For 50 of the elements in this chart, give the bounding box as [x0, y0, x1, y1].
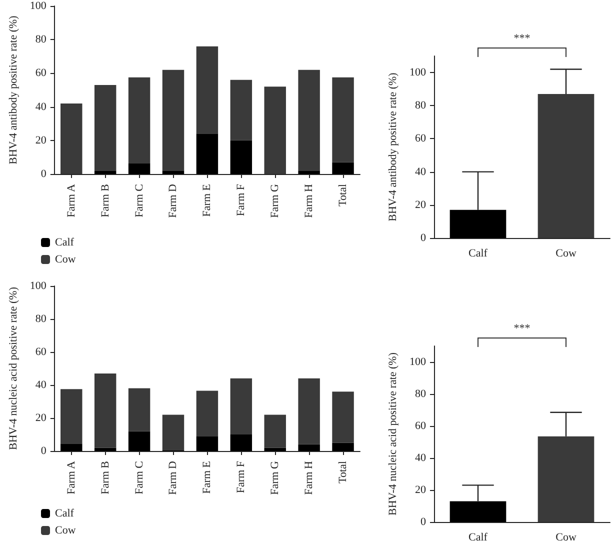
y-tick-label: 40 — [415, 166, 426, 178]
y-tick-label: 100 — [30, 0, 47, 12]
x-tick-label: Farm F — [235, 461, 248, 494]
x-tick-label: Farm G — [269, 184, 282, 218]
x-tick-label: Farm B — [99, 184, 112, 218]
y-tick-label: 0 — [40, 168, 47, 180]
text: *** — [514, 322, 530, 334]
x-tick-label: Farm D — [167, 184, 180, 218]
legend-label: Calf — [55, 236, 74, 248]
x-tick-label: Farm D — [167, 460, 180, 495]
legend-label: Calf — [55, 508, 74, 520]
y-axis-title: BHV-4 antibody positive rate (%) — [8, 15, 20, 164]
y-axis-title: BHV-4 antibody positive rate (%) — [387, 72, 400, 222]
y-tick-label: 60 — [35, 67, 47, 80]
y-tick-label: 100 — [410, 356, 426, 368]
y-tick-label: 20 — [35, 134, 47, 146]
y-tick-label: 40 — [415, 452, 426, 464]
y-tick-label: 40 — [35, 100, 47, 113]
y-tick-label: 60 — [415, 132, 426, 145]
y-tick-label: 100 — [30, 280, 47, 292]
x-tick-label: Farm C — [133, 184, 146, 218]
y-tick-label: 40 — [35, 379, 47, 391]
x-tick-label: Farm A — [65, 460, 78, 494]
y-tick-label: 60 — [415, 420, 426, 432]
x-tick-label: Total — [337, 461, 350, 484]
y-tick-label: 0 — [420, 232, 426, 244]
y-tick-label: 100 — [410, 66, 426, 79]
y-tick-label: 20 — [35, 412, 47, 424]
y-tick-label: 80 — [415, 388, 426, 400]
x-tick-label: Farm E — [201, 184, 214, 217]
y-tick-label: 20 — [415, 484, 426, 496]
y-tick-label: 0 — [420, 516, 426, 528]
x-tick-label: Farm A — [65, 184, 78, 218]
y-tick-label: 80 — [35, 34, 47, 46]
y-tick-label: 60 — [35, 346, 47, 358]
y-tick-label: 20 — [415, 198, 426, 211]
x-tick-label: Farm G — [269, 460, 282, 495]
x-tick-label: Farm E — [201, 460, 214, 494]
x-tick-label: Farm B — [99, 461, 112, 494]
x-tick-label: Farm C — [133, 461, 146, 494]
y-tick-label: 80 — [415, 100, 426, 112]
x-tick-label: Farm H — [303, 460, 316, 495]
y-tick-label: 0 — [40, 445, 47, 457]
x-tick-label: Farm F — [235, 184, 248, 216]
y-tick-label: 80 — [35, 313, 47, 325]
y-axis-title: BHV-4 nucleic acid positive rate (%) — [387, 352, 400, 516]
y-axis-title: BHV-4 nucleic acid positive rate (%) — [8, 286, 20, 450]
x-tick-label: Total — [337, 184, 350, 206]
text: *** — [514, 32, 530, 44]
x-tick-label: Farm H — [303, 184, 316, 218]
